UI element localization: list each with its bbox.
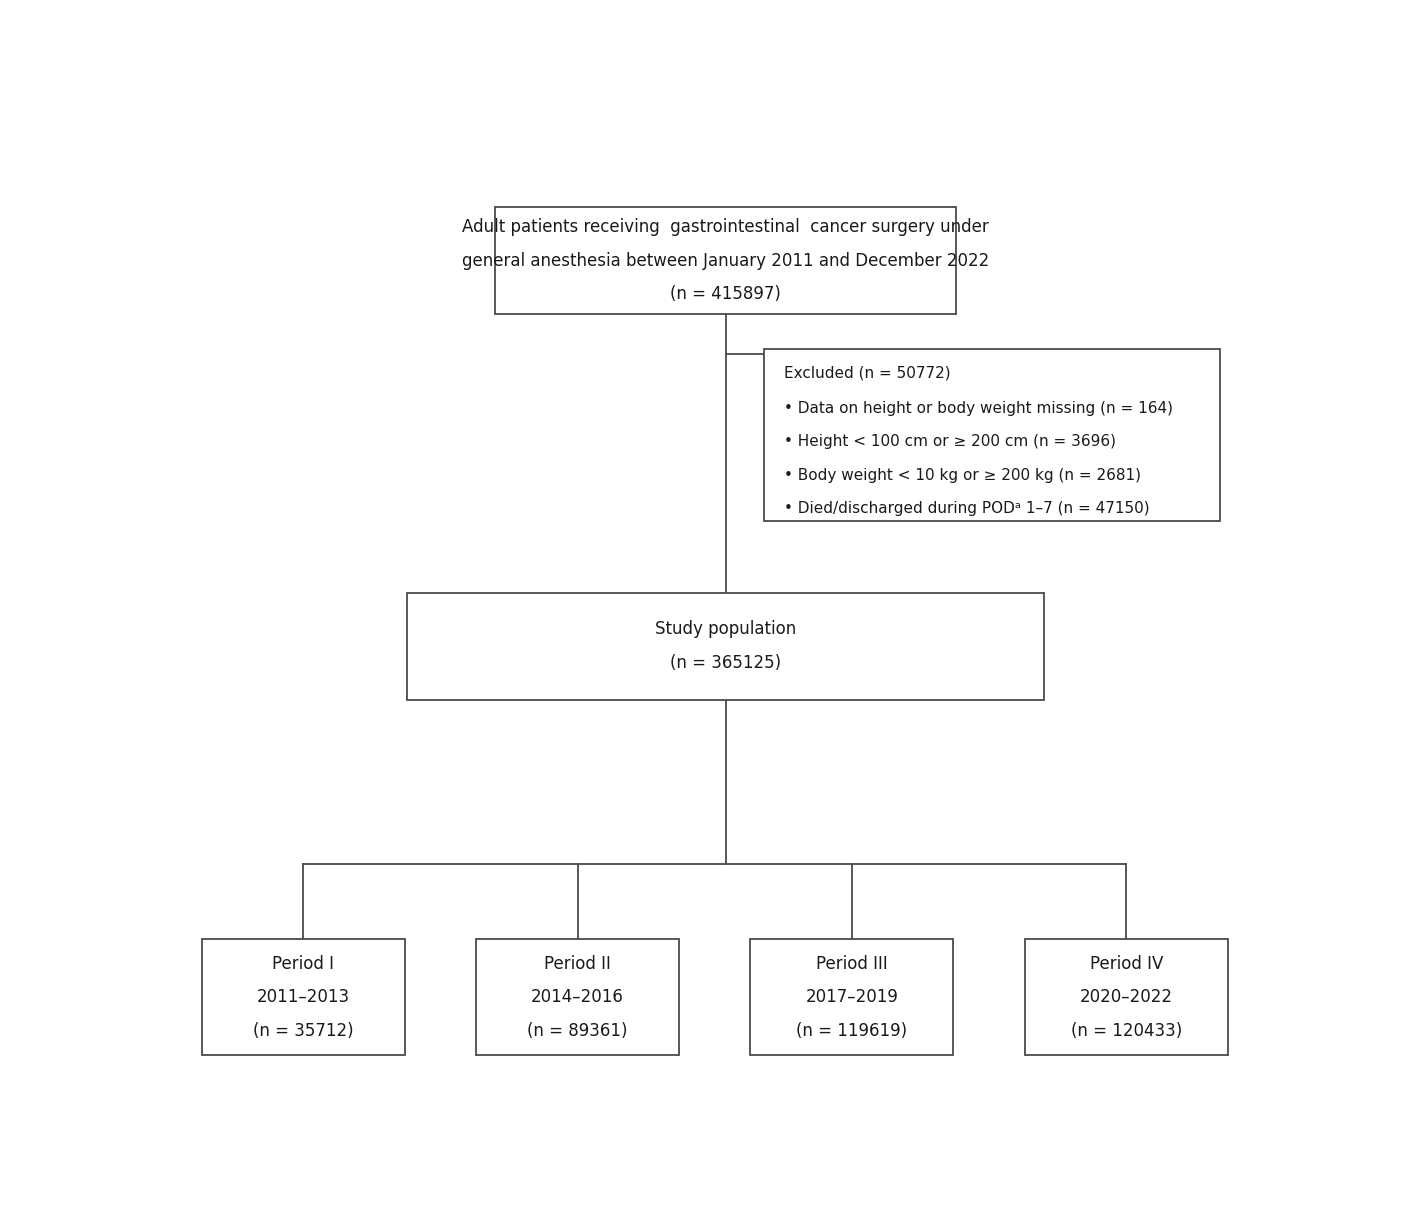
Text: 2020–2022: 2020–2022	[1080, 988, 1172, 1006]
Text: Adult patients receiving  gastrointestinal  cancer surgery under: Adult patients receiving gastrointestina…	[463, 218, 988, 236]
Text: (n = 365125): (n = 365125)	[670, 654, 782, 672]
Text: (n = 415897): (n = 415897)	[670, 286, 782, 303]
Text: • Height < 100 cm or ≥ 200 cm (n = 3696): • Height < 100 cm or ≥ 200 cm (n = 3696)	[784, 434, 1116, 450]
FancyBboxPatch shape	[476, 939, 680, 1055]
Text: Period II: Period II	[544, 955, 610, 973]
Text: (n = 119619): (n = 119619)	[796, 1021, 908, 1040]
Text: • Data on height or body weight missing (n = 164): • Data on height or body weight missing …	[784, 402, 1172, 416]
FancyBboxPatch shape	[408, 593, 1044, 699]
Text: Excluded (n = 50772): Excluded (n = 50772)	[784, 365, 950, 381]
Text: Study population: Study population	[656, 620, 796, 638]
FancyBboxPatch shape	[496, 207, 956, 315]
Text: • Body weight < 10 kg or ≥ 200 kg (n = 2681): • Body weight < 10 kg or ≥ 200 kg (n = 2…	[784, 468, 1141, 482]
Text: 2014–2016: 2014–2016	[531, 988, 624, 1006]
Text: Period I: Period I	[272, 955, 334, 973]
Text: 2017–2019: 2017–2019	[806, 988, 898, 1006]
Text: (n = 35712): (n = 35712)	[253, 1021, 354, 1040]
Text: Period III: Period III	[816, 955, 888, 973]
FancyBboxPatch shape	[201, 939, 405, 1055]
FancyBboxPatch shape	[750, 939, 953, 1055]
Text: • Died/discharged during PODᵃ 1–7 (n = 47150): • Died/discharged during PODᵃ 1–7 (n = 4…	[784, 502, 1150, 516]
Text: Period IV: Period IV	[1089, 955, 1163, 973]
Text: (n = 120433): (n = 120433)	[1070, 1021, 1182, 1040]
Text: general anesthesia between January 2011 and December 2022: general anesthesia between January 2011 …	[462, 252, 990, 270]
Text: (n = 89361): (n = 89361)	[527, 1021, 627, 1040]
FancyBboxPatch shape	[1025, 939, 1228, 1055]
FancyBboxPatch shape	[765, 349, 1219, 521]
Text: 2011–2013: 2011–2013	[256, 988, 350, 1006]
